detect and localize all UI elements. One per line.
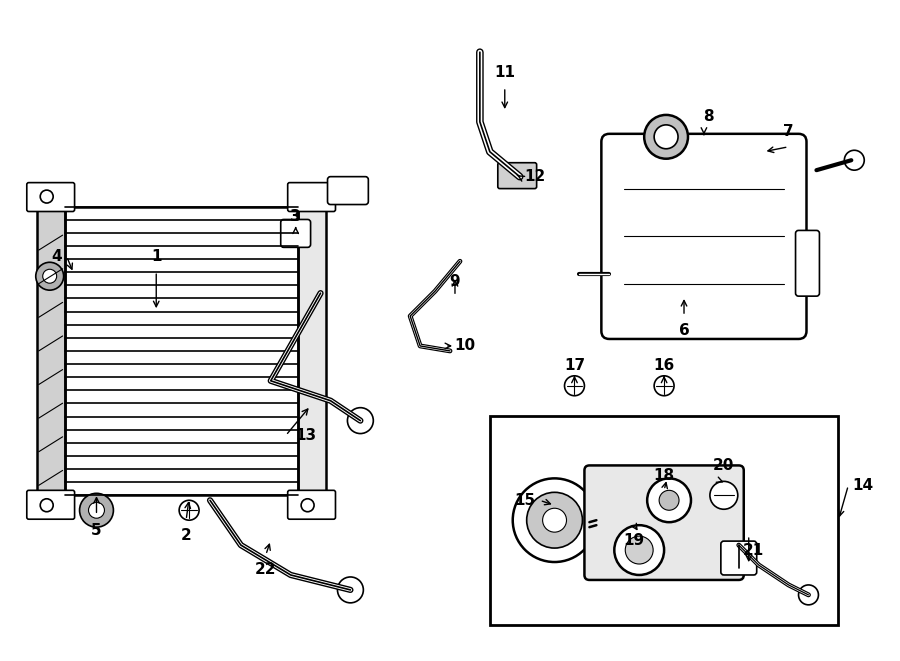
Bar [490,416,839,625]
FancyBboxPatch shape [796,231,819,296]
Text: 21: 21 [743,543,764,558]
Text: 10: 10 [454,338,475,354]
Circle shape [644,115,688,159]
Circle shape [710,481,738,509]
Text: 19: 19 [624,533,644,547]
Circle shape [42,269,57,283]
FancyBboxPatch shape [498,163,536,188]
Circle shape [79,493,113,527]
Circle shape [338,577,364,603]
Circle shape [798,585,818,605]
Circle shape [302,499,314,512]
Bar [298,206,326,495]
FancyBboxPatch shape [328,176,368,204]
FancyBboxPatch shape [281,219,310,247]
Text: 18: 18 [653,468,675,483]
FancyBboxPatch shape [584,465,743,580]
Text: 17: 17 [564,358,585,373]
Text: 14: 14 [852,478,874,493]
Text: 9: 9 [450,274,460,289]
Text: 2: 2 [181,527,192,543]
FancyBboxPatch shape [288,490,336,519]
Text: 4: 4 [51,249,62,264]
Text: 16: 16 [653,358,675,373]
Circle shape [844,150,864,170]
Text: 12: 12 [524,169,545,184]
Text: 22: 22 [255,563,276,578]
Circle shape [302,190,314,203]
FancyBboxPatch shape [601,134,806,339]
Text: 20: 20 [713,458,734,473]
Text: 7: 7 [783,124,794,139]
Text: 13: 13 [295,428,316,443]
Text: 3: 3 [291,209,301,224]
Bar [65,206,298,495]
Circle shape [36,262,64,290]
FancyBboxPatch shape [27,182,75,212]
Circle shape [626,536,653,564]
FancyBboxPatch shape [288,182,336,212]
Circle shape [659,490,679,510]
Circle shape [647,479,691,522]
Text: 1: 1 [151,249,161,264]
Circle shape [615,525,664,575]
Circle shape [179,500,199,520]
Circle shape [564,376,584,396]
Circle shape [347,408,374,434]
Text: 15: 15 [514,493,536,508]
Circle shape [40,499,53,512]
Bar [37,206,65,495]
Circle shape [88,502,104,518]
Circle shape [40,190,53,203]
Text: 11: 11 [494,65,516,79]
Circle shape [543,508,566,532]
Circle shape [654,125,678,149]
Circle shape [513,479,597,562]
Text: 6: 6 [679,323,689,338]
FancyBboxPatch shape [27,490,75,519]
Circle shape [654,376,674,396]
Text: 8: 8 [704,110,715,124]
Circle shape [526,492,582,548]
Text: 5: 5 [91,523,102,537]
FancyBboxPatch shape [721,541,757,575]
